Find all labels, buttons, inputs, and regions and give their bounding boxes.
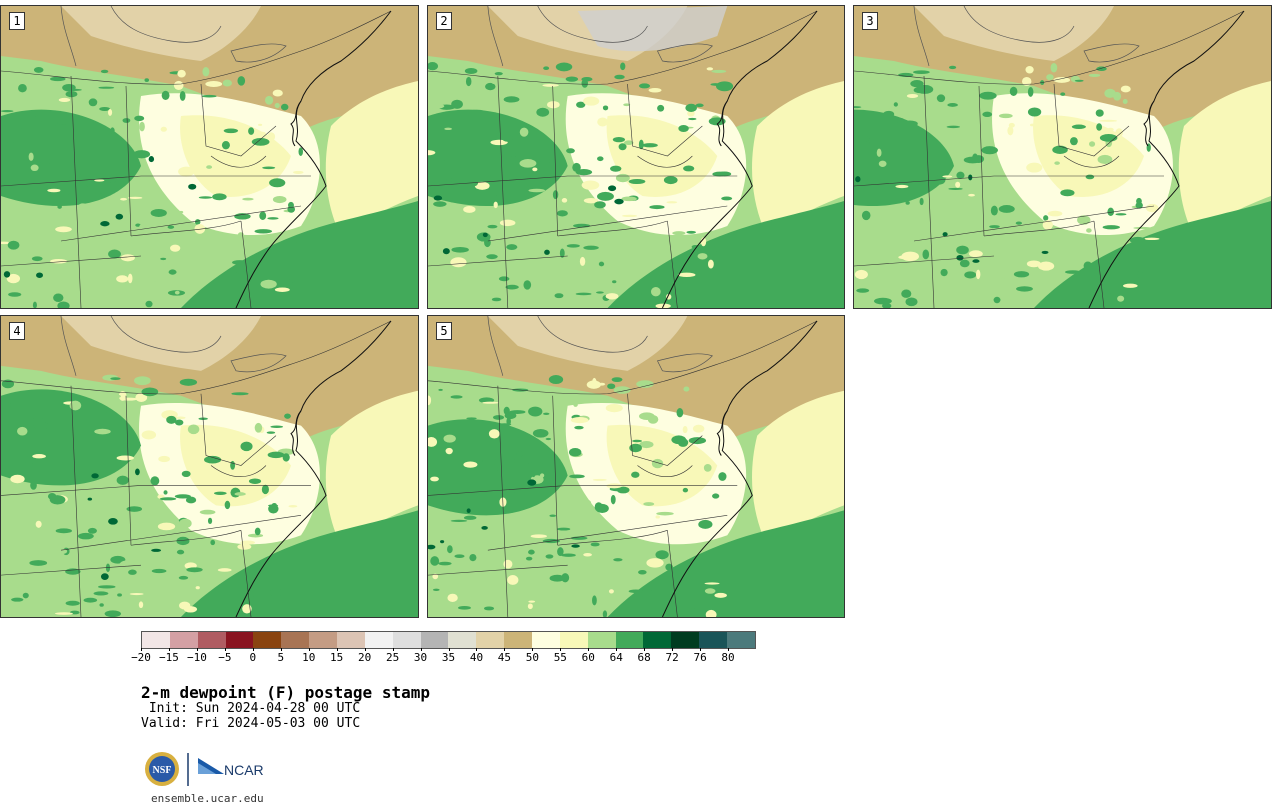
nsf-logo-text: NSF [153, 765, 172, 776]
colorbar-swatch [671, 632, 700, 648]
colorbar-swatch [169, 632, 198, 648]
colorbar-swatch [643, 632, 672, 648]
colorbar-tickmark [168, 648, 170, 651]
colorbar-swatch [197, 632, 226, 648]
colorbar-tickmark [616, 648, 618, 651]
colorbar-tickmark [252, 648, 254, 651]
colorbar-tick-label: 60 [581, 651, 595, 664]
nsf-ncar-logos: NSF NCAR [145, 752, 264, 786]
colorbar-tickmark [476, 648, 478, 651]
colorbar-tick-label: 64 [609, 651, 623, 664]
colorbar-tick-label: 15 [330, 651, 344, 664]
dewpoint-map [428, 316, 844, 617]
colorbar-swatch [142, 632, 170, 648]
colorbar-swatch [392, 632, 421, 648]
colorbar-tickmark [420, 648, 422, 651]
colorbar-tickmark [308, 648, 310, 651]
panel-number: 2 [436, 12, 452, 30]
panel-number: 5 [436, 322, 452, 340]
map-panel-1: 1 [0, 5, 419, 309]
colorbar-swatch [448, 632, 477, 648]
dewpoint-map [854, 6, 1271, 308]
map-panel-2: 2 [427, 5, 845, 309]
map-panel-4: 4 [0, 315, 419, 618]
colorbar-tickmark [644, 648, 646, 651]
colorbar-tick-label: 5 [277, 651, 285, 664]
colorbar-swatch [364, 632, 393, 648]
colorbar-swatch [699, 632, 728, 648]
colorbar-tick-label: −5 [218, 651, 232, 664]
colorbar-tickmark [700, 648, 702, 651]
colorbar-tick-label: 80 [721, 651, 735, 664]
colorbar-swatch [225, 632, 254, 648]
panel-number: 1 [9, 12, 25, 30]
colorbar-swatch [337, 632, 365, 648]
colorbar-swatch [253, 632, 282, 648]
colorbar-swatch [420, 632, 449, 648]
colorbar-tick-label: 50 [525, 651, 539, 664]
colorbar-tickmark [532, 648, 534, 651]
valid-time: Valid: Fri 2024-05-03 00 UTC [141, 716, 361, 731]
colorbar-ticks: −20 −15 −10 −5 0 5 10 15 20 25 30 35 40 45 50 55 60 64 68 7… [131, 648, 756, 667]
colorbar-tickmark [280, 648, 282, 651]
map-panel-5: 5 [427, 315, 845, 618]
colorbar-tickmark [504, 648, 506, 651]
colorbar-tick-label: 25 [385, 651, 400, 664]
panel-number: 4 [9, 322, 25, 340]
colorbar [141, 631, 756, 649]
init-time: Init: Sun 2024-04-28 00 UTC [141, 701, 361, 716]
colorbar-tickmark [560, 648, 562, 651]
colorbar-tick-label: −20 [131, 651, 151, 664]
colorbar-tick-label: 76 [693, 651, 707, 664]
colorbar-swatch [281, 632, 310, 648]
colorbar-tick-label: 0 [249, 651, 257, 664]
colorbar-tickmark [196, 648, 198, 651]
colorbar-tick-label: 30 [413, 651, 428, 664]
colorbar-tick-label: 20 [358, 651, 372, 664]
colorbar-tickmark [392, 648, 394, 651]
colorbar-tickmark [448, 648, 450, 651]
colorbar-tick-label: 68 [637, 651, 651, 664]
map-panel-3: 3 [853, 5, 1272, 309]
ncar-logo-icon: NCAR [198, 758, 264, 778]
panel-number: 3 [862, 12, 878, 30]
colorbar-swatch [615, 632, 644, 648]
colorbar-tickmark [141, 648, 142, 651]
colorbar-tick-label: 72 [665, 651, 679, 664]
site-url: ensemble.ucar.edu [151, 792, 264, 805]
dewpoint-map [428, 6, 844, 308]
nsf-logo-icon: NSF [145, 752, 179, 786]
colorbar-tick-label: 45 [497, 651, 512, 664]
colorbar-tickmark [588, 648, 590, 651]
ncar-logo-text: NCAR [224, 762, 264, 778]
colorbar-tick-label: 10 [302, 651, 316, 664]
colorbar-tick-label: 40 [469, 651, 484, 664]
colorbar-swatch [476, 632, 505, 648]
colorbar-swatch [309, 632, 338, 648]
colorbar-tickmark [728, 648, 730, 651]
colorbar-swatch [559, 632, 588, 648]
colorbar-swatch [587, 632, 616, 648]
colorbar-tick-label: 35 [441, 651, 456, 664]
colorbar-swatch [727, 632, 755, 648]
colorbar-tickmark [364, 648, 366, 651]
dewpoint-map [1, 316, 418, 617]
chart-title: 2-m dewpoint (F) postage stamp [141, 683, 430, 702]
colorbar-swatch [504, 632, 533, 648]
colorbar-swatch [532, 632, 560, 648]
dewpoint-map [1, 6, 418, 308]
colorbar-tick-label: −10 [186, 651, 207, 664]
colorbar-tickmark [336, 648, 338, 651]
colorbar-tickmark [672, 648, 674, 651]
colorbar-tickmark [224, 648, 226, 651]
colorbar-tick-label: 55 [553, 651, 567, 664]
colorbar-tick-label: −15 [159, 651, 179, 664]
